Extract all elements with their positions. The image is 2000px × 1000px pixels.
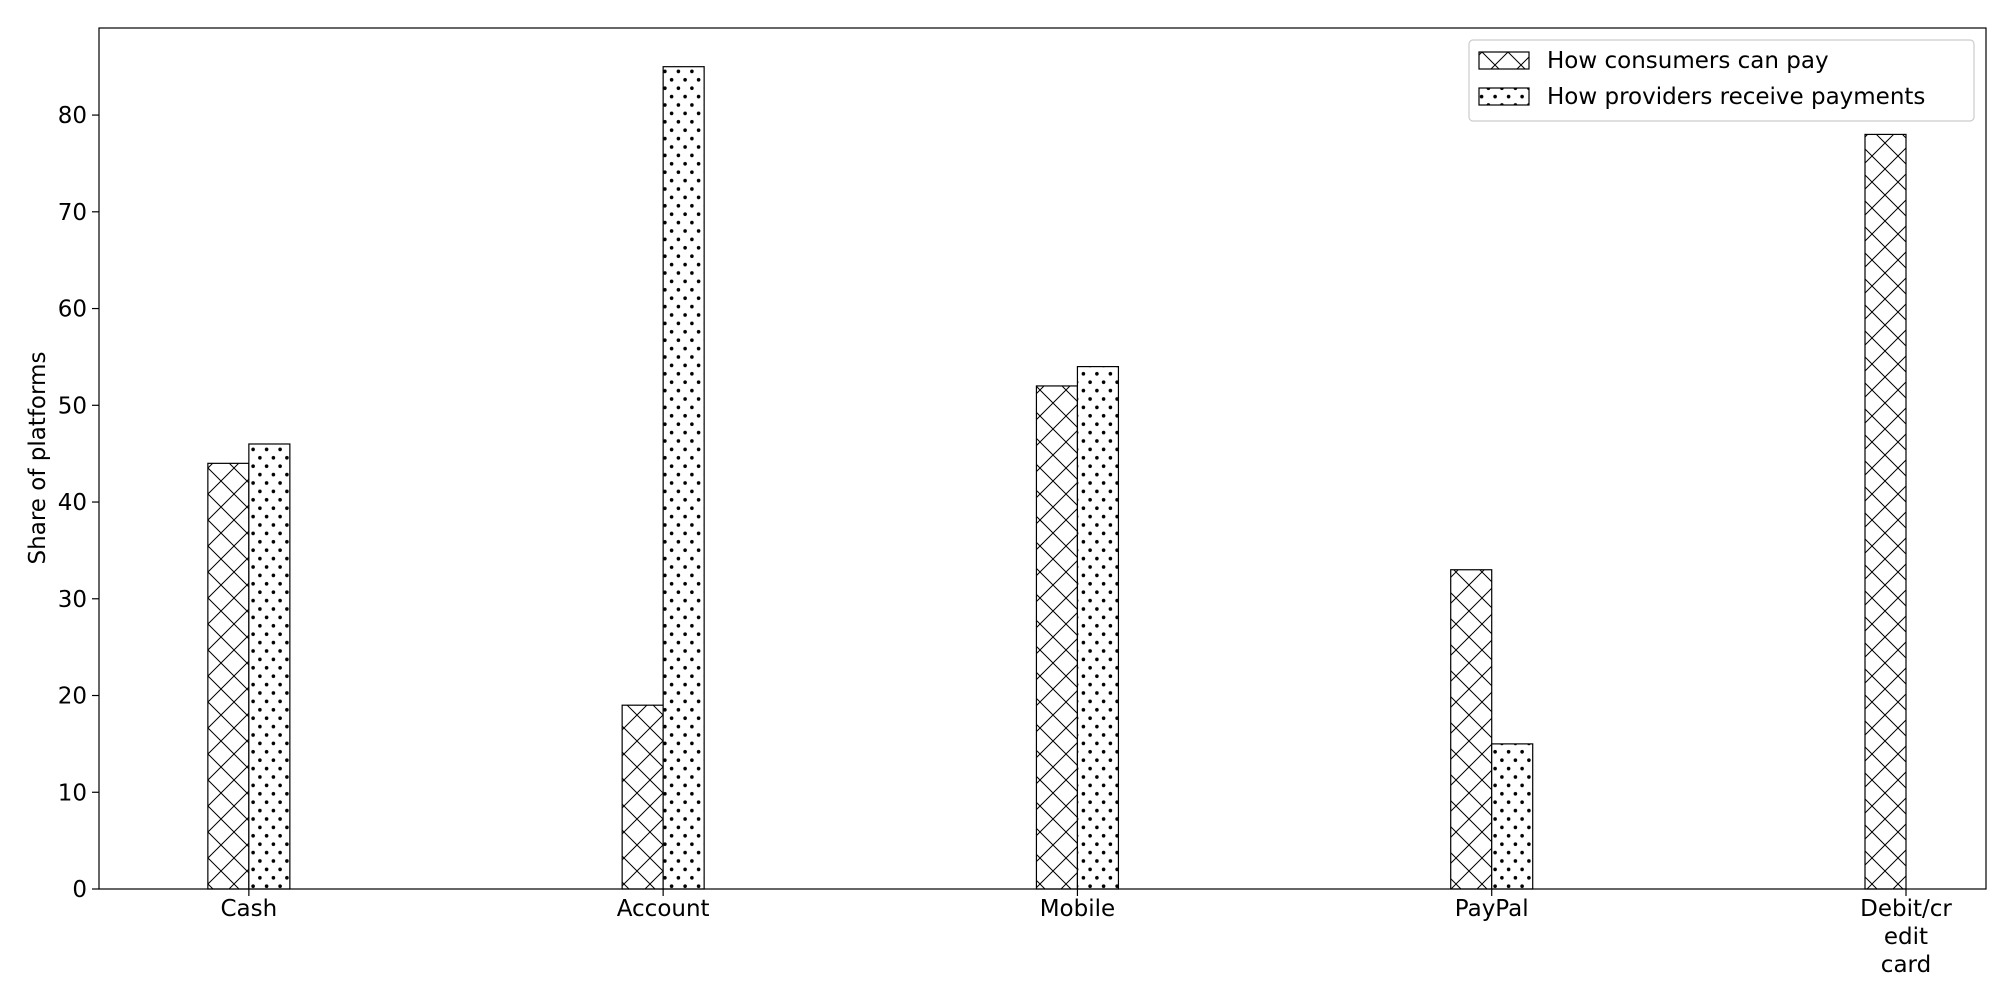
y-tick-label: 50 [58, 393, 87, 419]
bar-providers-0 [248, 443, 291, 890]
plot-area [98, 27, 1987, 890]
y-tick-label: 70 [58, 200, 87, 226]
x-tick-label: Mobile [1040, 896, 1115, 922]
x-tick-label: PayPal [1455, 896, 1529, 922]
bar-consumers-4 [1864, 133, 1907, 890]
bar-consumers-0 [207, 462, 250, 890]
legend-swatch-1 [1478, 87, 1530, 106]
y-tick-label: 80 [58, 103, 87, 129]
bar-providers-1 [662, 66, 705, 890]
bar-providers-2 [1076, 365, 1120, 890]
y-tick-label: 40 [58, 490, 87, 516]
x-axis: Cash Account Mobile PayPal Debit/cr edit card [220, 889, 1952, 978]
y-axis: 0 10 20 30 40 50 60 70 80 [58, 103, 99, 903]
legend: How consumers can pay How providers recei… [1468, 39, 1975, 122]
bar-providers-3 [1491, 743, 1534, 890]
y-tick-label: 10 [58, 780, 87, 806]
bar-consumers-3 [1450, 569, 1493, 890]
legend-frame [1468, 39, 1975, 122]
plot-frame [98, 27, 1987, 890]
legend-swatch-0 [1478, 51, 1530, 70]
bar-consumers-1 [621, 704, 664, 890]
y-tick-label: 60 [58, 297, 87, 323]
legend-label-1: How providers receive payments [1547, 84, 1925, 110]
y-tick-label: 20 [58, 684, 87, 710]
legend-label-0: How consumers can pay [1547, 48, 1829, 74]
bar-consumers-2 [1035, 385, 1079, 890]
x-tick-label: Account [617, 896, 710, 922]
x-tick-label: Debit/cr edit card [1860, 896, 1952, 978]
y-tick-label: 0 [72, 877, 87, 903]
x-tick-label: Cash [220, 896, 277, 922]
y-tick-label: 30 [58, 587, 87, 613]
y-axis-label: Share of platforms [25, 352, 51, 565]
